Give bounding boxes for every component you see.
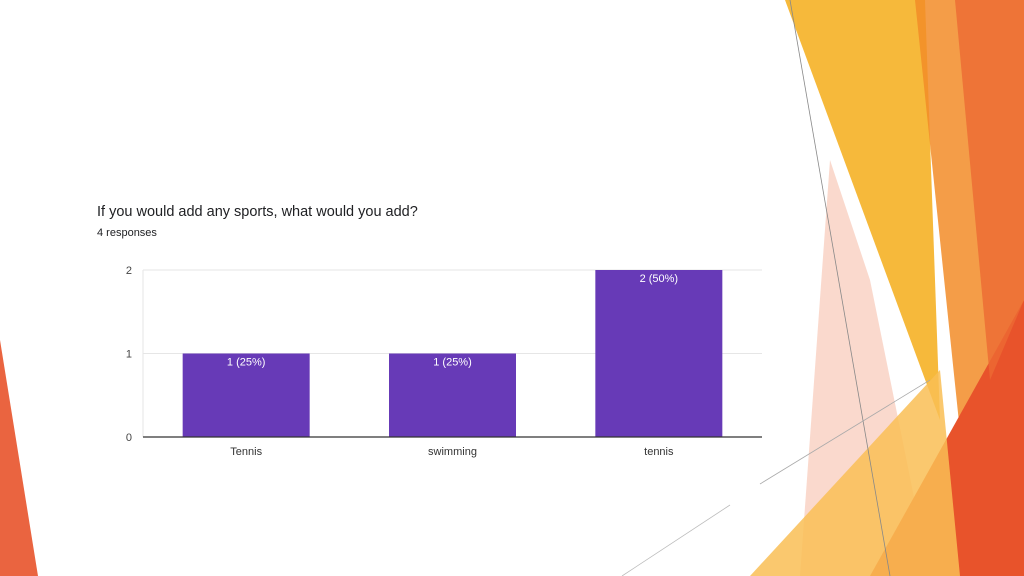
decor-line [759, 379, 931, 485]
right-accent-deep-orange [955, 0, 1024, 380]
x-tick-label: Tennis [230, 446, 262, 458]
decor-line [621, 504, 731, 576]
left-edge-accent [0, 340, 38, 576]
data-label: 1 (25%) [433, 357, 472, 369]
x-tick-label: swimming [428, 446, 477, 458]
data-label: 1 (25%) [227, 357, 266, 369]
response-count: 4 responses [97, 227, 157, 239]
y-tick-label: 1 [126, 349, 132, 361]
y-tick-label: 0 [126, 432, 132, 444]
bottom-accent-yellow [750, 370, 960, 576]
right-accent-yellow [785, 0, 940, 420]
question-title: If you would add any sports, what would … [97, 204, 418, 220]
decor-line [789, 0, 891, 576]
bar [389, 353, 516, 437]
x-tick-label: tennis [644, 446, 674, 458]
y-tick-label: 2 [126, 265, 132, 277]
bar [595, 270, 723, 437]
data-label: 2 (50%) [640, 273, 679, 285]
bar [182, 353, 310, 437]
